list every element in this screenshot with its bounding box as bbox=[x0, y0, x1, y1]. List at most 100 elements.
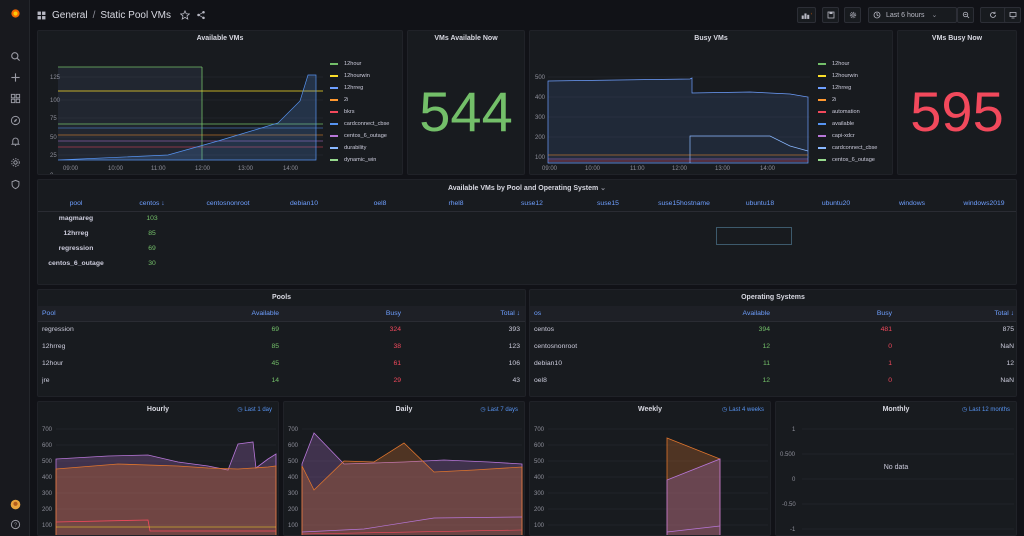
grafana-logo-icon[interactable] bbox=[7, 5, 23, 21]
column-header-total[interactable]: Total ↓ bbox=[500, 309, 520, 317]
configuration-gear-icon[interactable] bbox=[7, 154, 23, 170]
table-row: centosnonroot 12 0 NaN bbox=[530, 338, 1016, 355]
x-tick-label: 12:00 bbox=[195, 166, 211, 172]
legend-item[interactable]: bkrs bbox=[330, 106, 389, 118]
side-menu: ? bbox=[0, 0, 30, 536]
legend-item[interactable]: 12hourwin bbox=[330, 70, 389, 82]
legend-item[interactable]: 12hrreg bbox=[818, 82, 877, 94]
busy-cell: 61 bbox=[393, 360, 401, 367]
shield-icon[interactable] bbox=[7, 176, 23, 192]
plus-icon[interactable] bbox=[7, 69, 23, 85]
save-dashboard-button[interactable] bbox=[822, 7, 839, 23]
legend-item[interactable]: cardconnect_cbse bbox=[818, 142, 877, 154]
y-tick-label: 25 bbox=[50, 153, 57, 159]
highlighted-cell[interactable] bbox=[716, 227, 792, 245]
hourly-range-label: Last 1 day bbox=[244, 407, 272, 413]
column-header-windows[interactable]: windows bbox=[898, 199, 926, 207]
legend-item[interactable]: 12hour bbox=[818, 58, 877, 70]
column-header-os[interactable]: os bbox=[534, 309, 542, 317]
column-header-ubuntu20[interactable]: ubuntu20 bbox=[821, 199, 851, 207]
breadcrumb-folder[interactable]: General bbox=[52, 9, 88, 21]
legend-item[interactable]: cardconnect_cbse bbox=[330, 118, 389, 130]
tv-mode-button[interactable] bbox=[1004, 7, 1021, 23]
search-icon[interactable] bbox=[7, 48, 23, 64]
help-icon[interactable]: ? bbox=[7, 516, 23, 532]
breadcrumb: General / Static Pool VMs bbox=[37, 10, 206, 21]
column-header-debian10[interactable]: debian10 bbox=[290, 199, 318, 207]
legend-item[interactable]: dynamic_win bbox=[330, 154, 389, 166]
legend-item[interactable]: centos_6_outage bbox=[818, 154, 877, 166]
column-header-pool[interactable]: pool bbox=[69, 199, 83, 207]
zoom-out-button[interactable] bbox=[957, 7, 974, 23]
daily-time-range[interactable]: ◷ Last 7 days bbox=[480, 406, 518, 413]
legend-swatch bbox=[330, 75, 338, 77]
dashboard-navbar: General / Static Pool VMs + Last 6 hours… bbox=[30, 0, 1024, 30]
column-header-oel8[interactable]: oel8 bbox=[373, 199, 387, 207]
legend-item[interactable]: 12hourwin bbox=[818, 70, 877, 82]
column-header-centosnonroot[interactable]: centosnonroot bbox=[206, 199, 250, 207]
chevron-down-icon: ⌄ bbox=[600, 185, 607, 192]
explore-compass-icon[interactable] bbox=[7, 112, 23, 128]
monthly-graph[interactable]: 1 0.500 0 -0.50 -1 bbox=[776, 402, 1017, 536]
legend-item[interactable]: 12hrreg bbox=[330, 82, 389, 94]
pool-os-table-title[interactable]: Available VMs by Pool and Operating Syst… bbox=[38, 184, 1016, 192]
no-data-message: No data bbox=[883, 464, 909, 471]
column-header-ubuntu18[interactable]: ubuntu18 bbox=[745, 199, 775, 207]
time-picker-button[interactable]: Last 6 hours ⌄ bbox=[868, 7, 957, 23]
y-tick-label: 0 bbox=[50, 173, 54, 175]
pool-cell: 12hrreg bbox=[63, 230, 89, 237]
weekly-time-range[interactable]: ◷ Last 4 weeks bbox=[722, 406, 764, 413]
column-header-available[interactable]: Available bbox=[742, 309, 770, 317]
daily-graph[interactable]: 700 600 500 400 300 200 100 0 bbox=[284, 402, 525, 536]
star-icon[interactable] bbox=[179, 10, 190, 20]
pools-panel: Pools Pool Available Busy Total ↓ regres… bbox=[37, 289, 526, 397]
total-cell: NaN bbox=[1000, 343, 1014, 350]
table-row: 12hrreg 85 38 123 bbox=[38, 338, 525, 355]
clock-icon bbox=[873, 11, 881, 19]
save-icon bbox=[827, 11, 834, 19]
column-header-total[interactable]: Total ↓ bbox=[994, 309, 1014, 317]
available-vms-graph[interactable]: 125 100 75 50 25 0 09:00 10:00 11:00 12 bbox=[38, 31, 328, 175]
share-icon[interactable] bbox=[196, 10, 206, 20]
daily-title: Daily bbox=[395, 406, 413, 413]
legend-item[interactable]: available bbox=[818, 118, 877, 130]
legend-label: 12hourwin bbox=[832, 73, 858, 79]
legend-item[interactable]: 2i bbox=[818, 94, 877, 106]
busy-vms-graph[interactable]: 500 400 300 200 100 0 09:00 10:00 11:00 … bbox=[530, 31, 815, 175]
legend-swatch bbox=[818, 87, 826, 89]
column-header-centos[interactable]: centos ↓ bbox=[139, 199, 165, 207]
dashboards-icon[interactable] bbox=[7, 90, 23, 106]
available-cell: 11 bbox=[762, 360, 770, 367]
legend-swatch bbox=[330, 111, 338, 113]
column-header-rhel8[interactable]: rhel8 bbox=[448, 199, 464, 207]
column-header-available[interactable]: Available bbox=[251, 309, 279, 317]
column-header-suse12[interactable]: suse12 bbox=[521, 199, 543, 207]
column-header-windows2019[interactable]: windows2019 bbox=[963, 199, 1005, 207]
monthly-time-range[interactable]: ◷ Last 12 months bbox=[962, 406, 1010, 413]
user-avatar[interactable] bbox=[7, 496, 23, 512]
legend-item[interactable]: 2i bbox=[330, 94, 389, 106]
column-header-suse15hostname[interactable]: suse15hostname bbox=[658, 199, 710, 207]
legend-swatch bbox=[818, 159, 826, 161]
legend-item[interactable]: capi-xdcr bbox=[818, 130, 877, 142]
clock-icon: ◷ bbox=[480, 407, 486, 413]
hourly-time-range[interactable]: ◷ Last 1 day bbox=[237, 406, 272, 413]
grid-lines bbox=[56, 428, 276, 526]
column-header-busy[interactable]: Busy bbox=[385, 309, 401, 317]
add-panel-button[interactable]: + bbox=[797, 7, 816, 23]
weekly-graph[interactable]: 700 600 500 400 300 200 100 0 bbox=[530, 402, 771, 536]
dashboard-settings-button[interactable] bbox=[844, 7, 861, 23]
table-row: regression 69 324 393 bbox=[38, 321, 525, 338]
y-tick-label: 200 bbox=[288, 507, 299, 513]
hourly-graph[interactable]: 700 600 500 400 300 200 100 0 bbox=[38, 402, 279, 536]
column-header-busy[interactable]: Busy bbox=[876, 309, 892, 317]
table-row: regression 69 bbox=[38, 241, 1016, 256]
legend-item[interactable]: automation bbox=[818, 106, 877, 118]
legend-item[interactable]: 12hour bbox=[330, 58, 389, 70]
column-header-pool[interactable]: Pool bbox=[42, 309, 56, 317]
dashboard-title[interactable]: Static Pool VMs bbox=[100, 9, 171, 21]
legend-item[interactable]: centos_6_outage bbox=[330, 130, 389, 142]
column-header-suse15[interactable]: suse15 bbox=[597, 199, 619, 207]
legend-item[interactable]: durability bbox=[330, 142, 389, 154]
alerting-bell-icon[interactable] bbox=[7, 133, 23, 149]
